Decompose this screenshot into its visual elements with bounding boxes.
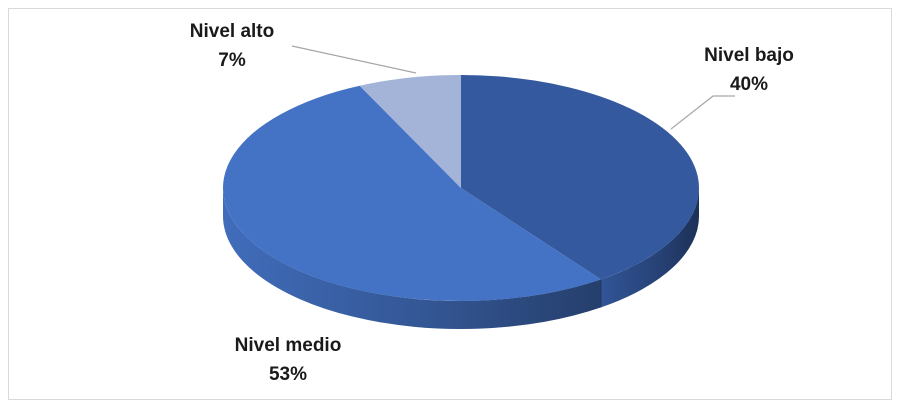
value-label-nivel-alto: 7% [218,50,246,71]
slice-nivel-bajo [461,75,700,280]
side-nivel-medio-shade [223,188,601,330]
slice-nivel-alto [359,75,461,188]
category-label-nivel-medio: Nivel medio [235,335,342,356]
data-labels: Nivel bajo 40% Nivel medio 53% Nivel alto 7% [190,21,794,385]
category-label-nivel-alto: Nivel alto [190,21,274,42]
value-label-nivel-bajo: 40% [730,74,768,95]
category-label-nivel-bajo: Nivel bajo [704,45,794,66]
leader-line-nivel-alto [291,45,417,74]
slice-nivel-medio [223,85,601,301]
value-label-nivel-medio: 53% [269,364,307,385]
leader-line-nivel-bajo [670,95,735,130]
pie-sides [223,188,699,330]
leader-lines [291,45,735,130]
pie-tops [223,75,700,301]
side-nivel-bajo-shade [600,188,699,308]
